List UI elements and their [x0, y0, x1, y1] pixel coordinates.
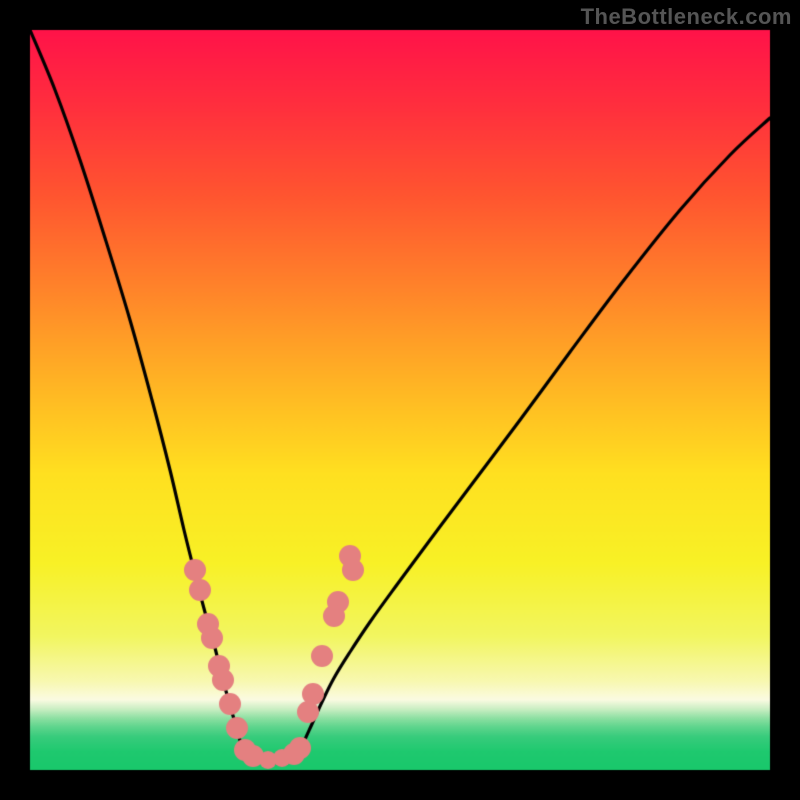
stage: TheBottleneck.com: [0, 0, 800, 800]
bottleneck-chart-canvas: [0, 0, 800, 800]
watermark-text: TheBottleneck.com: [581, 4, 792, 30]
